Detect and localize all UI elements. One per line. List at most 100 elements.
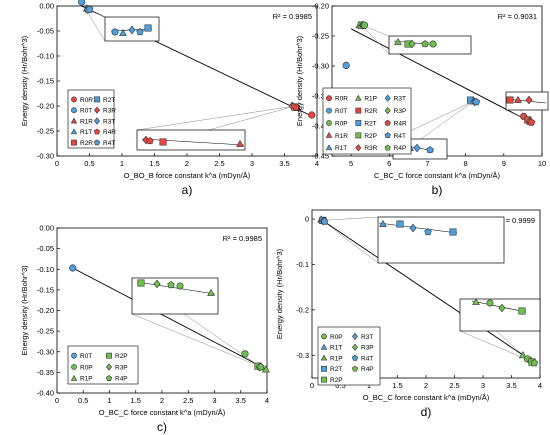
legend-label: R3T bbox=[394, 96, 406, 103]
y-tick-label: -0.2 bbox=[296, 305, 309, 314]
legend-label: R3T bbox=[103, 118, 115, 125]
y-tick-label: 0.00 bbox=[39, 2, 54, 11]
inset-leader bbox=[361, 25, 390, 55]
x-tick-label: 5 bbox=[349, 159, 353, 168]
y-tick-label: -0.05 bbox=[37, 27, 54, 36]
x-tick-label: 3 bbox=[250, 159, 254, 168]
x-tick-label: 0 bbox=[55, 159, 59, 168]
legend-label: R0T bbox=[80, 108, 92, 115]
legend-label: R4P bbox=[361, 366, 374, 373]
inset-point-r3p bbox=[408, 39, 416, 49]
inset-point-r1p bbox=[394, 37, 402, 45]
legend-marker-r4t bbox=[351, 354, 359, 361]
legend-label: R2T bbox=[330, 366, 342, 373]
y-tick-label: -0.05 bbox=[37, 244, 54, 253]
legend-label: R1T bbox=[330, 345, 342, 352]
inset-fit-line bbox=[378, 222, 458, 234]
y-tick-label: -0.20 bbox=[312, 2, 329, 11]
legend-marker-r1p bbox=[355, 94, 362, 101]
inset-point-r3t bbox=[409, 223, 417, 233]
inset-leader bbox=[136, 105, 295, 131]
inset-point-r1r bbox=[236, 139, 244, 147]
inset-leader bbox=[361, 24, 390, 37]
inset-point-r2p bbox=[518, 307, 526, 315]
legend-label: R3P bbox=[361, 345, 374, 352]
legend-label: R0R bbox=[335, 96, 348, 103]
inset-point-r2t bbox=[449, 228, 457, 236]
zoom-inset bbox=[322, 216, 505, 264]
inset-point-r4t bbox=[424, 228, 432, 236]
legend-marker-r2p bbox=[321, 376, 327, 383]
legend-marker-r2t bbox=[321, 365, 327, 372]
legend-label: R4R bbox=[103, 129, 116, 136]
zoom-inset bbox=[131, 277, 261, 367]
legend-marker-r4t bbox=[384, 132, 391, 139]
legend-marker-r4p bbox=[384, 144, 391, 151]
legend-label: R4R bbox=[394, 120, 407, 127]
y-tick-label: -0.45 bbox=[312, 152, 329, 161]
legend-label: R1T bbox=[80, 129, 92, 136]
legend-marker-r0t bbox=[71, 352, 77, 359]
legend: R0P R1T R1P R2T R2P R3T R3P R4T R4P bbox=[317, 326, 381, 386]
x-tick-label: 3.5 bbox=[506, 381, 516, 390]
x-tick-label: 6 bbox=[387, 159, 391, 168]
y-tick-label: 0.00 bbox=[39, 224, 54, 233]
legend-marker-r1t bbox=[70, 128, 78, 135]
panel-label: d) bbox=[421, 405, 432, 419]
legend-label: R2T bbox=[103, 97, 115, 104]
inset-point-r4r bbox=[146, 137, 154, 145]
legend-box bbox=[322, 87, 412, 155]
inset-leader bbox=[322, 216, 379, 221]
inset-point-r0p bbox=[486, 299, 494, 307]
y-axis-label: Energy density (Hr/Bohr^3) bbox=[275, 248, 284, 339]
x-tick-label: 2.5 bbox=[183, 396, 193, 405]
r-squared-label: R² = 0.9985 bbox=[223, 234, 262, 243]
x-tick-label: 1.5 bbox=[392, 381, 402, 390]
x-tick-label: 2.5 bbox=[449, 381, 459, 390]
legend-marker-r0t bbox=[71, 107, 77, 114]
panel-4: 0 0.5 1 1.5 2 2.5 3 3.5 4 0 -0.1 -0.2 -0.3 O_BC_C for… bbox=[275, 209, 542, 419]
inset-point-r1p bbox=[472, 297, 480, 305]
legend-label: R0R bbox=[80, 97, 93, 104]
inset-fit-line bbox=[141, 138, 245, 146]
legend-marker-r1r bbox=[70, 117, 78, 124]
legend-marker-r0p bbox=[321, 333, 327, 340]
legend-label: R2P bbox=[330, 377, 343, 384]
r-squared-label: R² = 0.9999 bbox=[496, 216, 535, 225]
y-tick-label: -0.1 bbox=[296, 260, 309, 269]
legend-marker-r1t bbox=[325, 144, 333, 151]
legend-marker-r2t bbox=[355, 120, 362, 126]
inset-point-r4p bbox=[421, 40, 429, 48]
legend-marker-r3p bbox=[106, 363, 112, 371]
legend-marker-r2t bbox=[94, 96, 100, 103]
x-tick-label: 4 bbox=[538, 381, 542, 390]
x-tick-label: 1 bbox=[120, 159, 124, 168]
inset-point-r3r bbox=[525, 95, 533, 105]
legend-marker-r2r bbox=[355, 107, 362, 114]
x-tick-label: 10 bbox=[538, 159, 546, 168]
panel-3: 0 0.5 1 1.5 2 2.5 3 3.5 4 0.00 -0.05 -0.10 -0.15 -0.2… bbox=[20, 224, 270, 434]
y-tick-label: 0 bbox=[305, 215, 309, 224]
panel-label: c) bbox=[157, 420, 167, 434]
r-squared-label: R² = 0.9985 bbox=[273, 12, 312, 21]
legend-marker-r3r bbox=[355, 144, 362, 152]
y-axis-label: Energy density (Hr/Bohr^3) bbox=[20, 265, 29, 356]
legend-marker-r3p bbox=[352, 343, 358, 351]
fit-line bbox=[350, 28, 533, 124]
legend-label: R4T bbox=[394, 133, 406, 140]
x-tick-label: 3.5 bbox=[236, 396, 246, 405]
legend-label: R1T bbox=[335, 145, 347, 152]
legend-label: R2P bbox=[115, 353, 128, 360]
y-tick-label: -0.30 bbox=[37, 152, 54, 161]
legend-marker-r0t bbox=[326, 107, 332, 114]
legend: R0T R0P R1P R2P R3P R4P bbox=[67, 345, 139, 385]
inset-point-r1p bbox=[207, 288, 215, 296]
legend-label: R4T bbox=[361, 355, 373, 362]
y-tick-label: -0.25 bbox=[312, 32, 329, 41]
x-tick-label: 3 bbox=[212, 396, 216, 405]
legend-marker-r0r bbox=[71, 96, 77, 103]
inset-leader bbox=[459, 330, 530, 361]
fit-line bbox=[72, 267, 268, 370]
inset-fit-line bbox=[471, 300, 527, 313]
legend-label: R3T bbox=[361, 334, 373, 341]
